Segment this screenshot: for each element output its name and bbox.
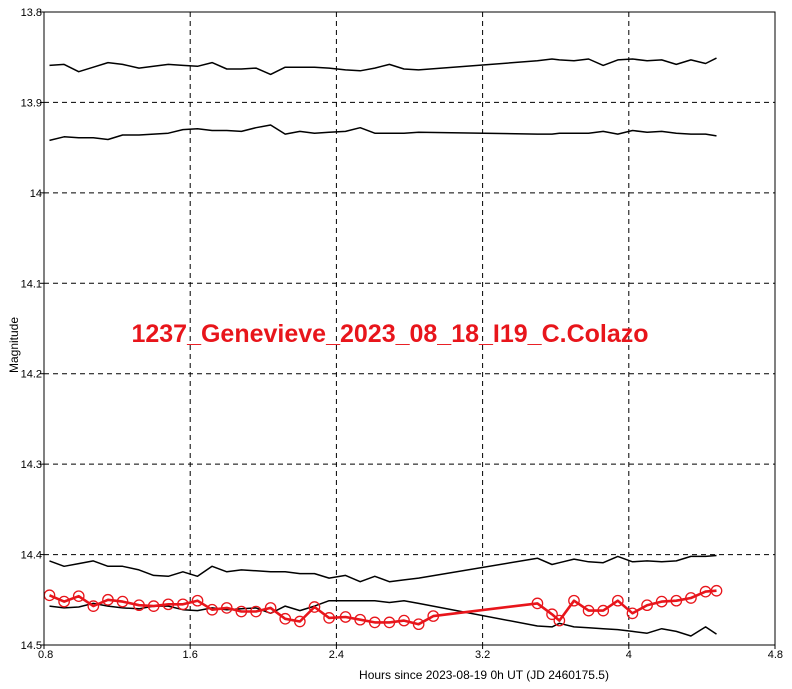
comparison-series-2 (49, 124, 717, 142)
target-point (597, 604, 610, 617)
target-series (43, 584, 723, 631)
y-tick-label: 14.5 (21, 640, 42, 652)
y-tick-label: 14.1 (21, 278, 42, 290)
target-point (531, 597, 544, 610)
comparison-line (49, 554, 717, 583)
target-point (133, 599, 145, 612)
target-point (368, 616, 381, 629)
y-tick-label: 14 (30, 188, 42, 200)
comparison-series-1 (49, 57, 717, 76)
target-point (611, 594, 624, 607)
target-point (670, 594, 683, 607)
x-tick-label: 3.2 (475, 649, 490, 661)
target-point (102, 593, 114, 606)
x-axis-ticks: 0.8 1.6 2.4 3.2 4 4.8 (38, 645, 783, 661)
target-point (354, 613, 367, 626)
target-point (626, 607, 639, 620)
target-point (546, 608, 558, 621)
y-tick-label: 13.8 (21, 7, 42, 19)
x-tick-label: 4 (626, 649, 632, 661)
gridlines (44, 12, 775, 645)
target-point (147, 600, 160, 612)
x-tick-label: 2.4 (329, 649, 344, 661)
comparison-line (49, 599, 717, 637)
y-tick-label: 14.4 (21, 550, 42, 562)
target-point (293, 615, 306, 628)
target-point (177, 598, 189, 611)
target-point (308, 601, 321, 613)
target-point (398, 614, 410, 627)
target-point (206, 603, 218, 616)
y-tick-label: 14.3 (21, 459, 42, 471)
target-point (323, 612, 335, 624)
target-point (655, 595, 668, 608)
comparison-line (49, 124, 717, 142)
target-point (162, 598, 175, 611)
target-point (58, 595, 70, 608)
target-point (339, 611, 352, 623)
target-point (412, 618, 425, 631)
target-point (553, 614, 566, 627)
target-point (72, 590, 85, 603)
target-point (279, 612, 292, 625)
target-point (250, 605, 262, 618)
comparison-series-3 (49, 554, 717, 583)
x-axis-label: Hours since 2023-08-19 0h UT (JD 2460175… (359, 668, 609, 682)
target-point (582, 604, 595, 617)
target-point (116, 595, 129, 608)
target-point (641, 599, 653, 612)
series-layer (43, 57, 723, 637)
y-axis-label: Magnitude (7, 317, 21, 373)
plot-frame (43, 11, 776, 646)
plot-area (44, 12, 775, 645)
y-tick-label: 13.9 (21, 97, 42, 109)
x-tick-label: 4.8 (768, 649, 783, 661)
target-point (427, 610, 440, 622)
target-point (685, 592, 697, 604)
target-point (383, 616, 396, 629)
target-point (568, 594, 580, 607)
chart-title: 1237_Genevieve_2023_08_18_I19_C.Colazo (131, 320, 648, 348)
target-point (191, 594, 204, 607)
x-tick-label: 1.6 (183, 649, 198, 661)
comparison-line (49, 57, 717, 76)
target-point (264, 602, 277, 614)
comparison-series-4 (49, 599, 717, 637)
target-point (220, 602, 233, 614)
y-tick-label: 14.2 (21, 369, 42, 381)
y-axis-ticks: 13.8 13.9 14 14.1 14.2 14.3 14.4 14.5 (21, 7, 44, 652)
x-tick-label: 0.8 (38, 649, 53, 661)
target-point (710, 584, 723, 597)
target-point (87, 600, 100, 612)
target-point (235, 605, 248, 618)
